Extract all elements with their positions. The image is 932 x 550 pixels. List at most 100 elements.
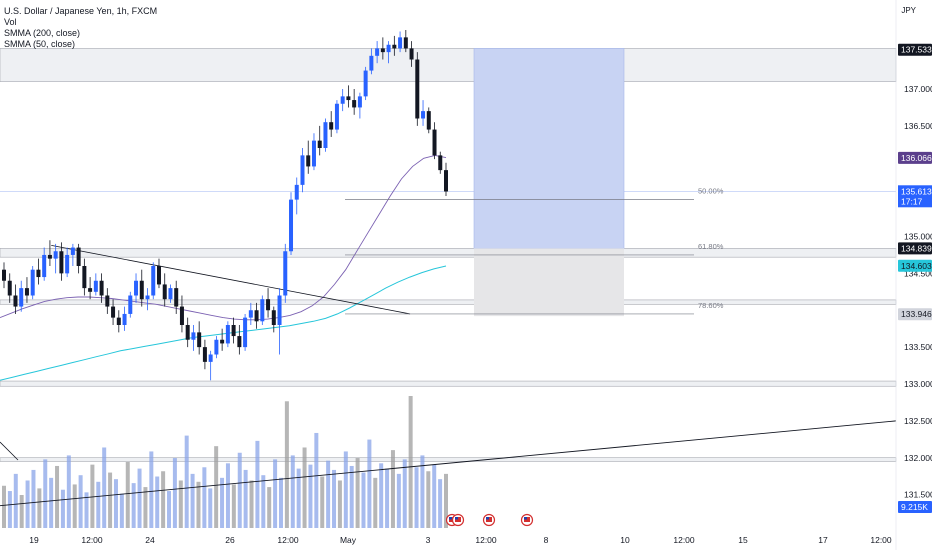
candle (156, 258, 161, 289)
zone-2 (0, 299, 897, 305)
price-tag: 134.603 (898, 259, 932, 272)
candle (70, 243, 75, 266)
volume-bar (343, 451, 348, 528)
svg-text:134.839: 134.839 (901, 243, 932, 253)
volume-bar (432, 464, 437, 528)
candle (179, 295, 184, 333)
candle (24, 277, 29, 303)
candle (225, 321, 230, 348)
candle (59, 242, 64, 281)
candle (65, 247, 70, 278)
candle (168, 284, 173, 303)
candle (323, 118, 328, 152)
volume-bar (249, 480, 254, 528)
volume-bar (390, 450, 395, 528)
candle (42, 247, 47, 281)
candle (386, 41, 391, 64)
zone-4 (0, 457, 897, 462)
volume-bar (402, 459, 407, 528)
candle (409, 41, 414, 67)
symbol-title[interactable]: U.S. Dollar / Japanese Yen, 1h, FXCM (4, 6, 158, 16)
candle (432, 122, 437, 160)
volume-bar (102, 447, 107, 528)
volume-bar (296, 468, 301, 528)
price-tag: 137.533 (898, 43, 932, 56)
smma-layer (0, 154, 447, 381)
price-tick-label: 135.000 (904, 232, 932, 242)
volume-bar (367, 439, 372, 528)
candle (13, 284, 18, 314)
candle (375, 41, 380, 64)
volume-bar (379, 463, 384, 528)
indicator-smma-50[interactable]: SMMA (50, close) (4, 39, 76, 49)
candle (306, 140, 311, 174)
volume-bar (113, 479, 118, 528)
candle (283, 243, 288, 303)
volume-bar (314, 432, 319, 528)
svg-text:136.066: 136.066 (901, 153, 932, 163)
candle (36, 258, 41, 285)
time-tick-label: 12:00 (870, 535, 892, 545)
candle (398, 31, 403, 53)
price-tick-label: 132.500 (904, 416, 932, 426)
smma-50-line (0, 154, 447, 321)
candle (139, 269, 144, 307)
time-tick-label: 15 (738, 535, 748, 545)
candle (260, 295, 265, 325)
candle (7, 273, 12, 303)
time-tick-label: 19 (29, 535, 39, 545)
volume-bar (25, 480, 30, 528)
position-loss-zone (474, 248, 624, 317)
candle (88, 277, 93, 300)
position-layer (473, 48, 625, 317)
zone-3 (0, 380, 897, 387)
volume-bar (66, 455, 71, 528)
volume-bar (355, 458, 360, 528)
candle (76, 243, 81, 274)
trendline-layer (0, 244, 897, 507)
candle (271, 306, 276, 333)
zones-layer (0, 48, 897, 462)
candle (243, 313, 248, 351)
candle (93, 273, 98, 296)
fib-label: 78.60% (698, 301, 724, 310)
volume-bar (302, 447, 307, 528)
candle (444, 162, 448, 196)
svg-text:133.946: 133.946 (901, 309, 932, 319)
volume-bar (155, 476, 160, 528)
zone-0 (0, 48, 897, 82)
volume-bar (190, 473, 195, 528)
volume-bar (373, 477, 378, 528)
volume-bar (125, 462, 130, 528)
candle (266, 288, 271, 318)
price-tag: 136.066 (898, 151, 932, 164)
candle (105, 288, 110, 314)
candle (289, 192, 294, 255)
time-axis[interactable]: 19 12:00 24 26 12:00 May 3 12:00 8 10 12:00 15 17 12:… (29, 535, 892, 545)
indicator-volume[interactable]: Vol (4, 17, 17, 27)
candle (426, 107, 431, 134)
volume-bar (119, 493, 124, 528)
volume-bar (267, 487, 272, 528)
time-tick-label: 3 (426, 535, 431, 545)
event-flag-icon (482, 513, 496, 527)
price-axis[interactable]: 137.000136.500135.500135.000134.500133.5… (895, 0, 932, 550)
svg-text:137.533: 137.533 (901, 45, 932, 55)
volume-bar (278, 477, 283, 528)
volume-bar (420, 455, 425, 528)
candle (254, 302, 259, 329)
time-tick-label: 26 (225, 535, 235, 545)
event-flag-icon (520, 513, 534, 527)
volume-bar (2, 485, 6, 528)
volume-bar (231, 484, 236, 528)
volume-bar (243, 469, 248, 528)
volume-bar (361, 472, 366, 528)
volume-bar (184, 435, 189, 528)
volume-bar (220, 477, 225, 528)
volume-bar (414, 467, 419, 528)
indicator-smma-200[interactable]: SMMA (200, close) (4, 28, 81, 38)
candle (82, 258, 87, 296)
volume-bar (214, 446, 219, 528)
volume-bar (337, 480, 342, 528)
